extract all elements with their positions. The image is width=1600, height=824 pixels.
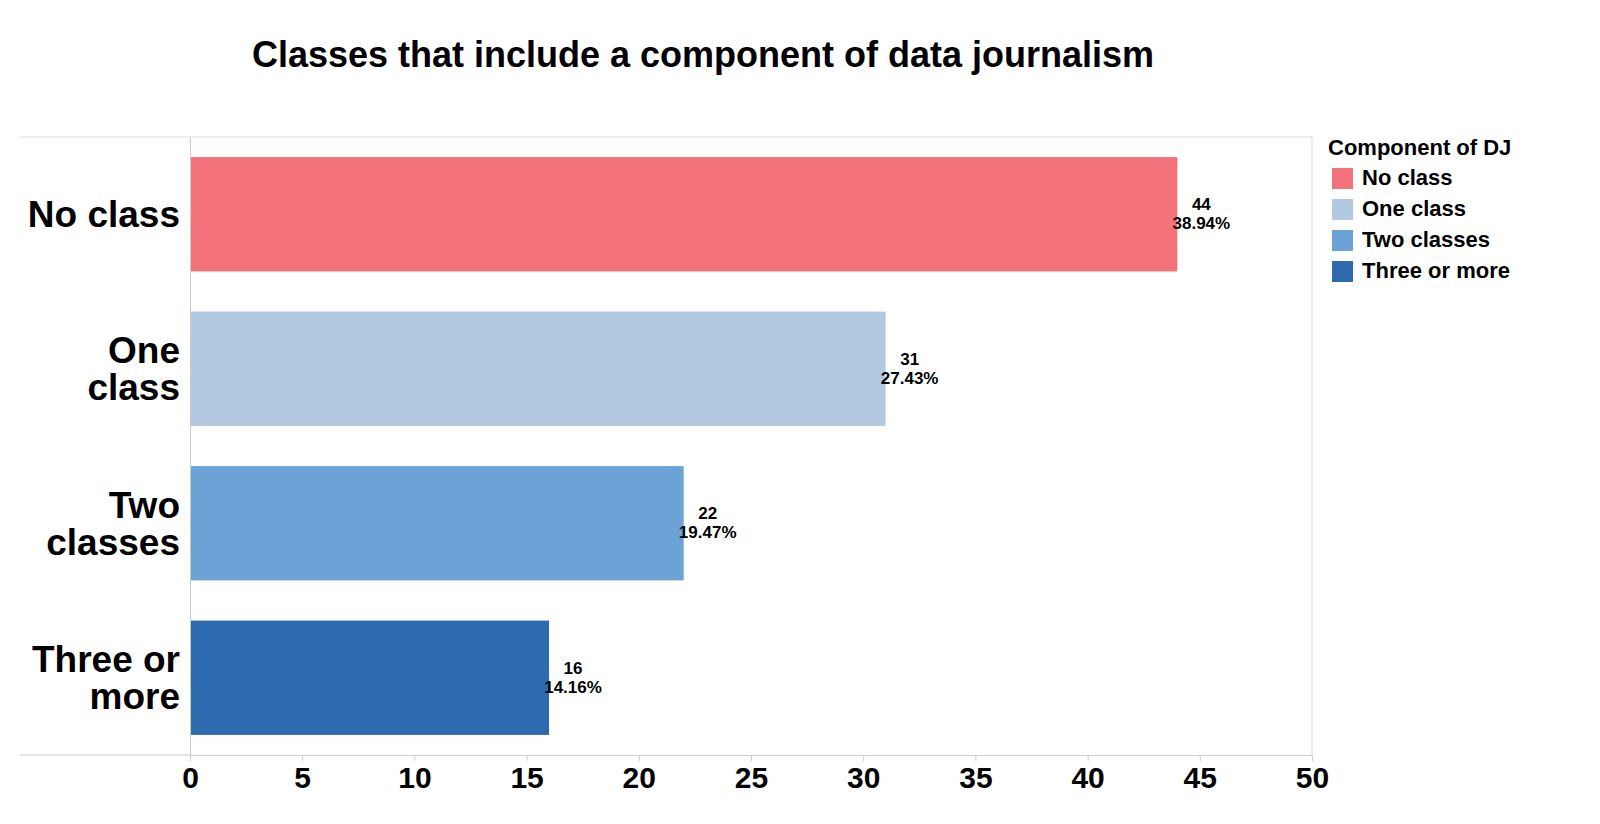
x-tick-label: 10 (398, 761, 431, 794)
x-tick-label: 25 (735, 761, 768, 794)
x-tick-label: 40 (1071, 761, 1104, 794)
y-tick-label: Twoclasses (46, 485, 180, 563)
percentage-label: 27.43% (881, 369, 939, 388)
chart-container: Classes that include a component of data… (0, 0, 1600, 824)
x-tick-mark (863, 755, 864, 761)
x-tick-label: 0 (182, 761, 199, 794)
x-tick: 20 (623, 755, 656, 794)
y-tick-label: Oneclass (87, 330, 180, 408)
x-tick-mark (527, 755, 528, 761)
frame-right (1312, 137, 1313, 755)
y-tick-label-line: classes (46, 522, 180, 563)
x-tick-mark (751, 755, 752, 761)
chart-title: Classes that include a component of data… (252, 34, 1154, 75)
x-tick-label: 50 (1296, 761, 1329, 794)
y-tick-label-line: more (90, 676, 180, 717)
legend-swatch (1332, 199, 1353, 220)
x-tick-mark (1088, 755, 1089, 761)
x-tick: 10 (398, 755, 431, 794)
y-axis: No class Oneclass Twoclasses Three ormore (28, 138, 191, 756)
y-tick: Three ormore (32, 639, 190, 717)
data-label: 44 (1192, 195, 1211, 214)
x-tick-mark (190, 755, 191, 761)
x-tick-label: 35 (959, 761, 992, 794)
x-tick: 30 (847, 755, 880, 794)
data-label: 22 (698, 504, 717, 523)
legend-label: Two classes (1362, 227, 1490, 252)
x-tick: 15 (510, 755, 543, 794)
legend: Component of DJ No class One class Two clas… (1328, 135, 1511, 283)
percentage-label: 14.16% (544, 678, 602, 697)
bar (190, 312, 886, 426)
x-tick: 45 (1184, 755, 1217, 794)
x-tick-label: 5 (294, 761, 311, 794)
legend-label: One class (1362, 196, 1466, 221)
legend-swatch (1332, 261, 1353, 282)
x-tick: 40 (1071, 755, 1104, 794)
percentage-label: 38.94% (1173, 214, 1231, 233)
x-tick-mark (1312, 755, 1313, 761)
x-axis-line (191, 756, 1313, 762)
data-label: 16 (564, 659, 583, 678)
x-tick-mark (975, 755, 976, 761)
y-tick: Twoclasses (46, 485, 190, 563)
chart-svg: Classes that include a component of data… (0, 0, 1600, 824)
x-tick-mark (414, 755, 415, 761)
legend-label: No class (1362, 165, 1453, 190)
y-tick-label-line: One (108, 330, 180, 371)
y-tick-label-line: No class (28, 194, 180, 235)
data-labels: 4438.94% 3127.43% 2219.47% 1614.16% (544, 195, 1230, 697)
y-axis-line (190, 138, 191, 756)
x-tick-label: 20 (623, 761, 656, 794)
x-tick: 50 (1296, 755, 1329, 794)
x-axis: 0 5 10 15 20 25 30 35 40 45 50 (182, 755, 1329, 794)
x-tick: 35 (959, 755, 992, 794)
y-tick-label: No class (28, 194, 180, 235)
y-tick-label-line: Two (109, 485, 180, 526)
y-tick: Oneclass (87, 330, 190, 408)
percentage-label: 19.47% (679, 523, 737, 542)
x-tick: 25 (735, 755, 768, 794)
x-tick-mark (302, 755, 303, 761)
y-tick: No class (28, 194, 190, 235)
x-tick-label: 45 (1184, 761, 1217, 794)
bar (190, 157, 1177, 271)
legend-label: Three or more (1362, 258, 1510, 283)
bars (190, 157, 1177, 735)
y-tick-label-line: Three or (32, 639, 180, 680)
y-tick-label: Three ormore (32, 639, 180, 717)
legend-swatch (1332, 168, 1353, 189)
legend-swatch (1332, 230, 1353, 251)
bar (190, 466, 684, 580)
x-tick-label: 15 (510, 761, 543, 794)
data-label: 31 (900, 350, 919, 369)
x-tick-label: 30 (847, 761, 880, 794)
x-tick: 5 (294, 755, 311, 794)
frame-top (20, 137, 1312, 138)
frame-bottom-left (20, 755, 190, 756)
bar (190, 621, 549, 735)
x-tick-mark (1200, 755, 1201, 761)
x-tick-mark (639, 755, 640, 761)
x-tick: 0 (182, 755, 199, 794)
y-tick-label-line: class (87, 367, 180, 408)
legend-title: Component of DJ (1328, 135, 1511, 160)
